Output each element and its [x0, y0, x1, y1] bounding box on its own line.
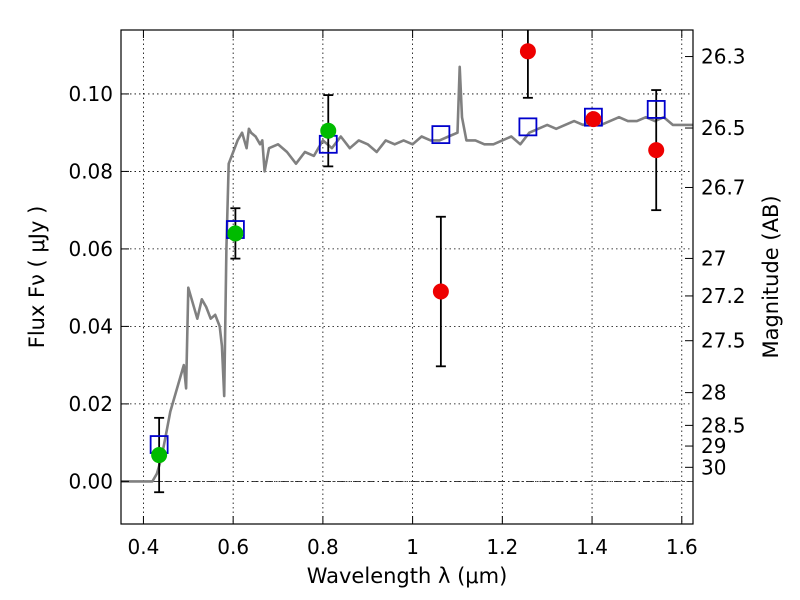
mag-tick-label: 30 [701, 455, 726, 479]
y-tick-label: 0.08 [68, 159, 113, 183]
y-tick-label: 0.00 [68, 469, 113, 493]
x-tick-label: 1.6 [666, 535, 698, 559]
y-tick-label: 0.06 [68, 237, 113, 261]
measurement-point [585, 111, 602, 128]
measurement-point [648, 142, 665, 159]
y-tick-label: 0.10 [68, 82, 113, 106]
model-boxes-layer [149, 100, 666, 454]
model-box-marker [646, 100, 666, 119]
x-tick-label: 1.4 [576, 535, 608, 559]
model-box-marker [518, 117, 538, 137]
detection-point [320, 122, 337, 139]
grid-lines [121, 30, 693, 524]
mag-tick-label: 27.2 [701, 284, 746, 308]
model-spectrum-layer [121, 65, 693, 483]
measurement-point [432, 283, 449, 300]
mag-tick-label: 26.3 [701, 45, 746, 69]
mag-tick-label: 27.5 [701, 329, 746, 353]
error-bars-layer [154, 30, 662, 494]
model-box-marker [431, 125, 451, 145]
y-axis-title: Flux Fν ( μJy ) [25, 206, 49, 349]
x-tick-label: 0.6 [217, 535, 249, 559]
mag-tick-label: 28 [701, 381, 726, 405]
mag-tick-label: 26.5 [701, 116, 746, 140]
tick-labels: 0.4 0.6 0.8 1 1.2 1.4 1.6 0.00 0.02 0.04 0.06 0.08 0… [68, 45, 745, 559]
y-tick-label: 0.04 [68, 314, 113, 338]
detection-point [151, 447, 168, 464]
y-tick-label: 0.02 [68, 392, 113, 416]
x-axis-title: Wavelength λ (μm) [307, 564, 508, 588]
y2-axis-title: Magnitude (AB) [759, 195, 783, 358]
mag-tick-label: 27 [701, 246, 726, 270]
mag-tick-label: 29 [701, 434, 726, 458]
x-tick-label: 1 [406, 535, 419, 559]
measurement-point [519, 43, 536, 60]
x-tick-label: 1.2 [486, 535, 518, 559]
mag-tick-label: 28.5 [701, 413, 746, 437]
mag-tick-label: 26.7 [701, 175, 746, 199]
data-points-layer [151, 43, 665, 464]
x-tick-label: 0.8 [307, 535, 339, 559]
detection-point [227, 225, 244, 242]
axis-ticks [121, 30, 693, 524]
x-tick-label: 0.4 [128, 535, 160, 559]
model-spectrum-line [121, 65, 693, 483]
plot-frame [120, 29, 694, 525]
